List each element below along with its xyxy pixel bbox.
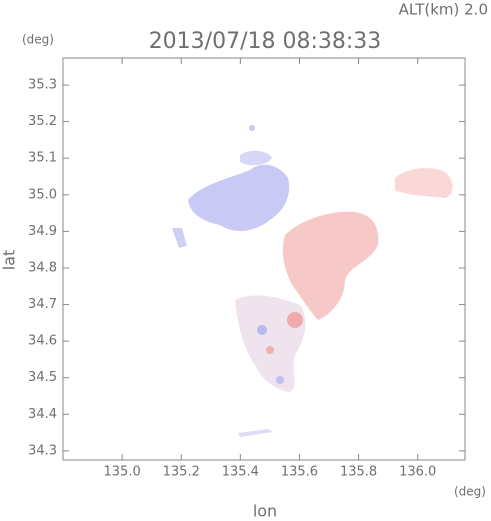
x-label: lon (253, 502, 277, 521)
y-unit: (deg) (22, 33, 54, 47)
echo-field (172, 125, 453, 437)
echo-blue (257, 325, 267, 335)
y-tick-label: 35.0 (28, 187, 57, 202)
x-tick-label: 135.6 (281, 465, 318, 480)
echo-blue (188, 164, 290, 232)
echo-blue (249, 125, 255, 131)
y-tick-label: 34.5 (28, 370, 57, 385)
y-tick-label: 34.9 (28, 224, 57, 239)
echo-blue (172, 228, 187, 248)
x-tick-label: 135.2 (163, 465, 200, 480)
x-unit: (deg) (454, 485, 486, 499)
plot-frame (62, 57, 466, 461)
chart-title: 2013/07/18 08:38:33 (149, 29, 382, 54)
echo-blue (276, 376, 284, 384)
echo-blue (238, 429, 273, 437)
y-tick-label: 34.4 (28, 407, 57, 422)
echo-red (266, 346, 274, 354)
y-tick-label: 34.6 (28, 334, 57, 349)
x-tick-label: 135.8 (340, 465, 377, 480)
echo-mixed (235, 295, 306, 392)
y-tick-label: 34.7 (28, 297, 57, 312)
echo-red (395, 168, 453, 198)
x-tick-label: 135.0 (104, 465, 141, 480)
y-tick-label: 35.2 (28, 114, 57, 129)
echo-red (282, 211, 379, 320)
y-tick-label: 34.3 (28, 443, 57, 458)
echo-red (287, 312, 303, 328)
y-label: lat (0, 250, 19, 271)
x-tick-label: 136.0 (399, 465, 436, 480)
y-tick-label: 35.1 (28, 151, 57, 166)
subtitle: ALT(km) 2.0 (399, 1, 488, 19)
x-tick-label: 135.4 (222, 465, 259, 480)
echo-blue (240, 150, 272, 166)
y-tick-label: 35.3 (28, 78, 57, 93)
y-tick-label: 34.8 (28, 260, 57, 275)
